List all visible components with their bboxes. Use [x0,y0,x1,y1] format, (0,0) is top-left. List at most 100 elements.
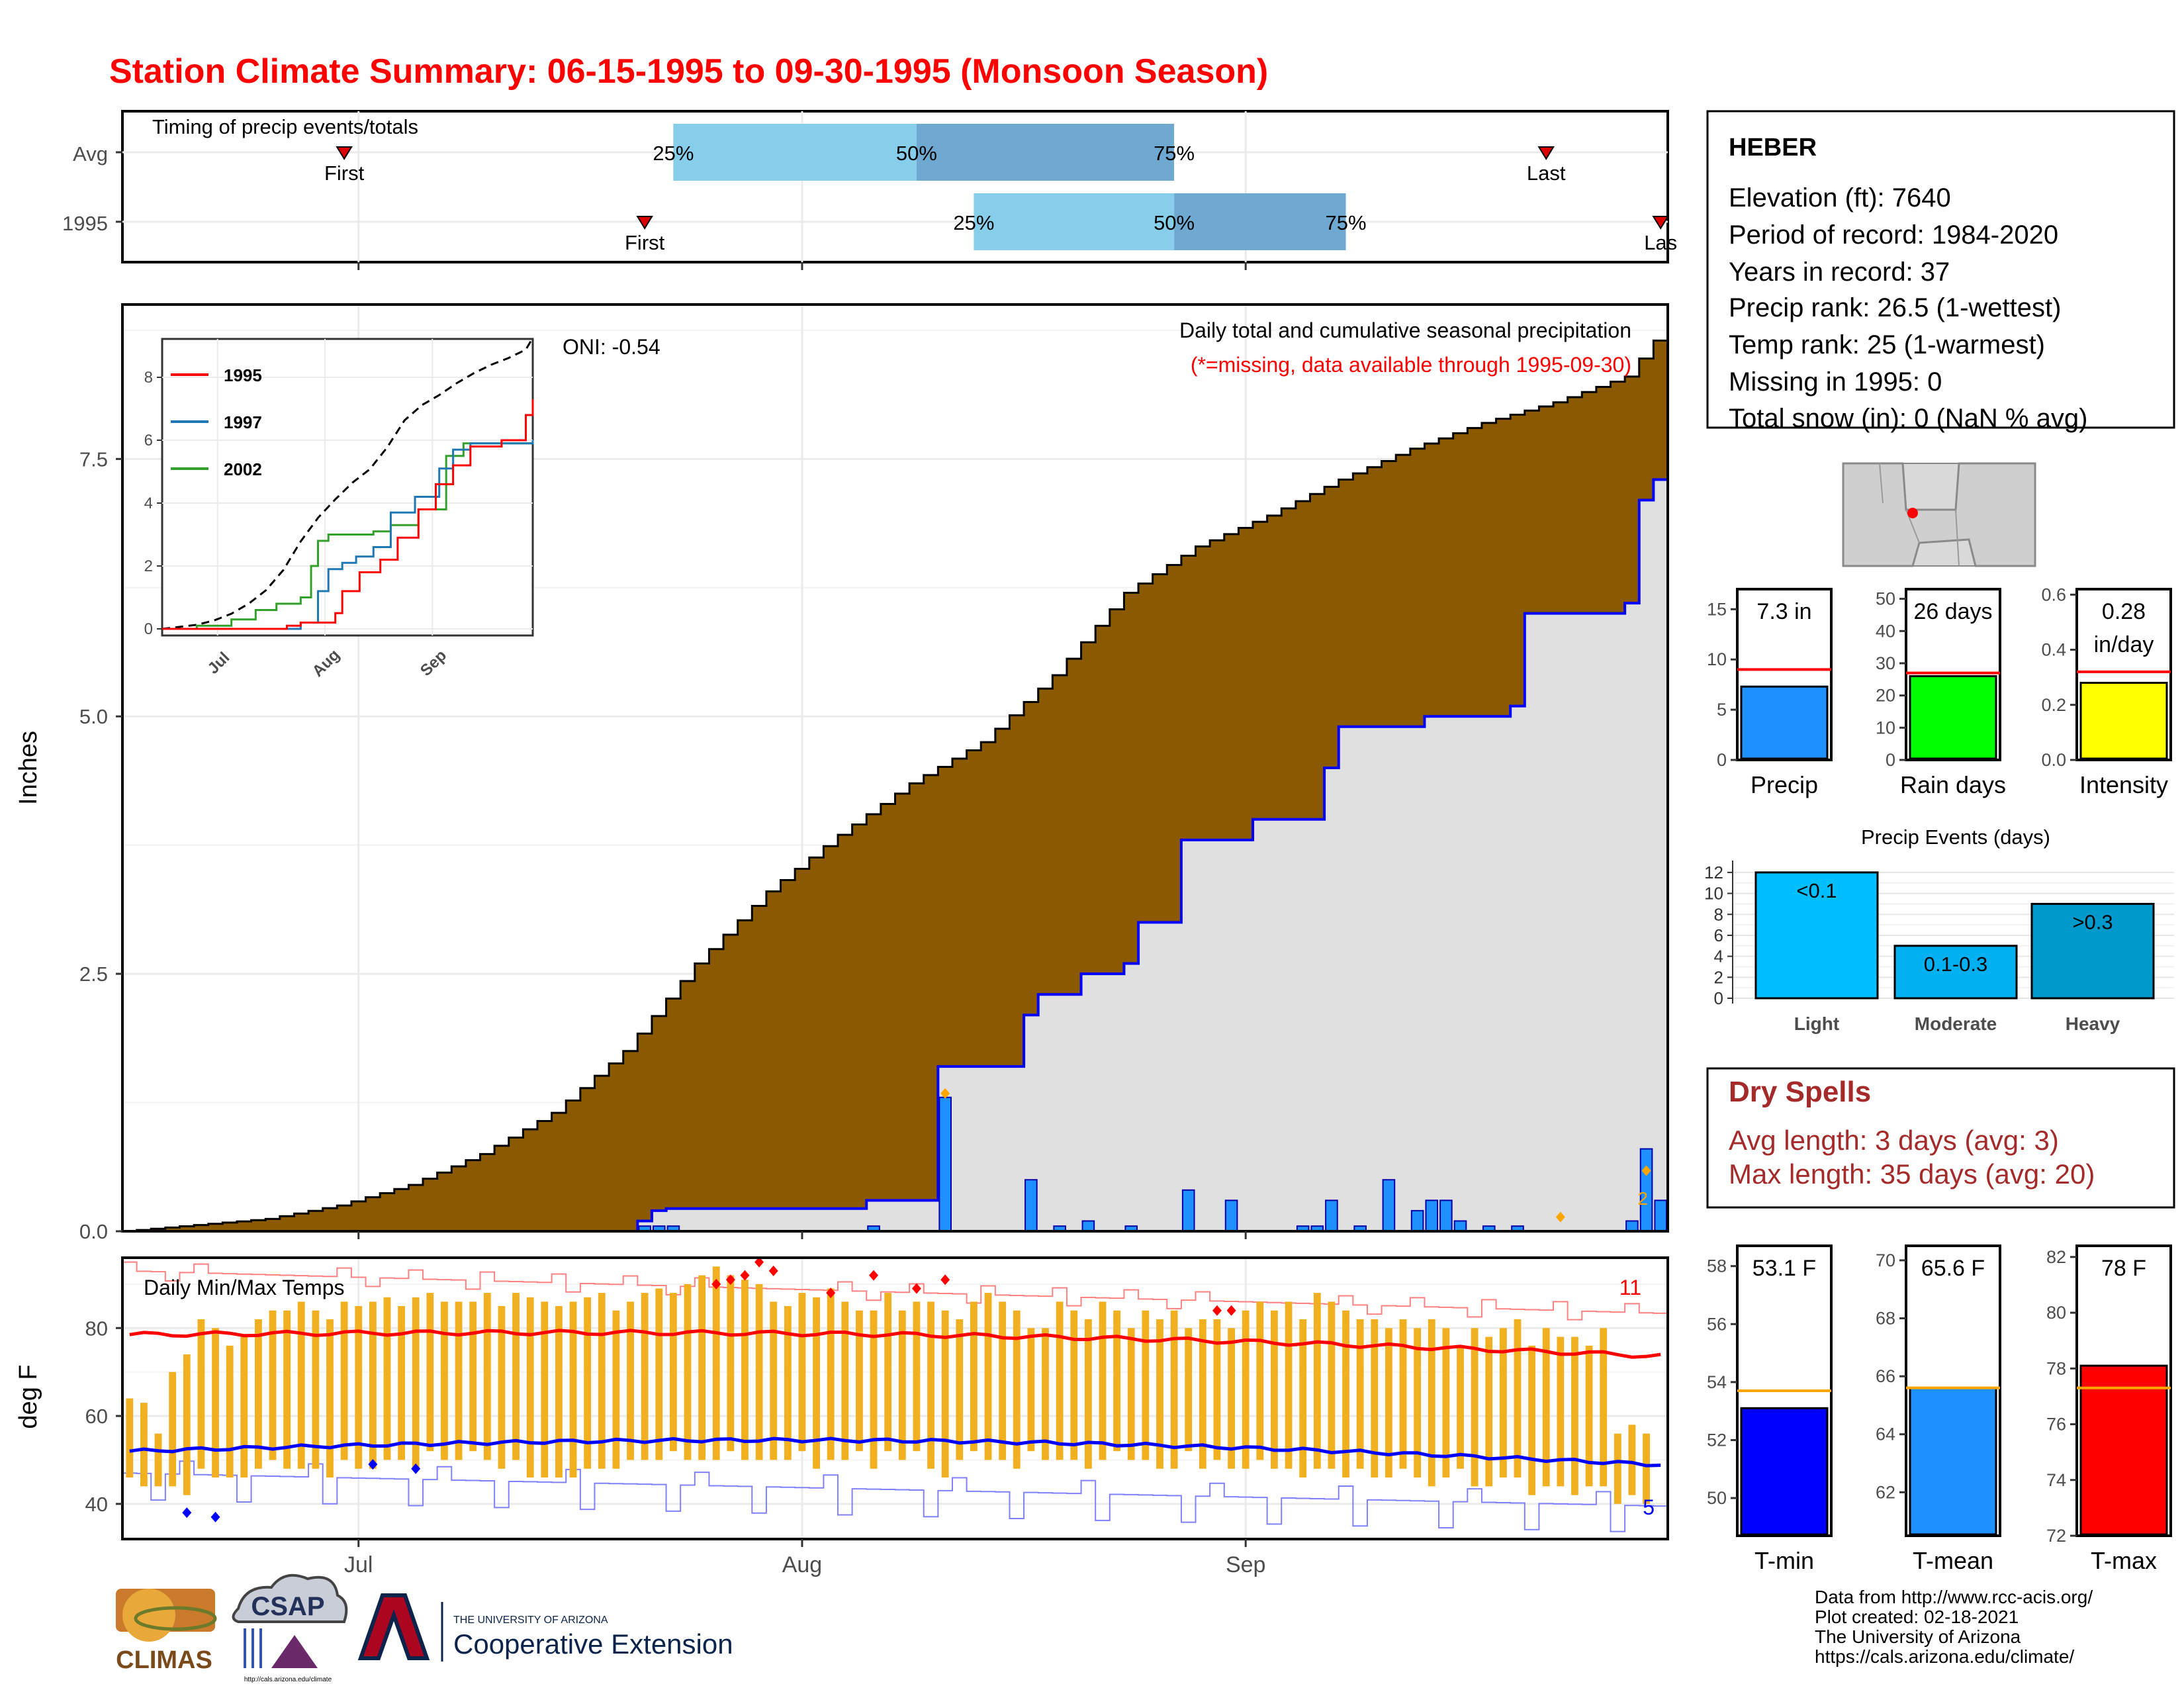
daily-precip-bar [1453,1220,1467,1233]
daily-temp-bar [1342,1310,1349,1478]
daily-precip-bar [1425,1199,1439,1233]
record-high-marker [1212,1305,1222,1316]
daily-temp-bar [455,1301,463,1460]
mini-bar-ytick: 70 [1876,1250,1895,1270]
temp-summary-bars: 50 52 54 56 58 53.1 F T-min 62 64 66 68 70 65.6 F T-m… [1707,1244,2172,1574]
mini-bar-chart: 0 5 10 15 7.3 in Precip [1707,588,1833,798]
mini-bar-chart: 0 10 20 30 40 50 26 days Rain days [1876,588,2006,798]
climas-logo: CLIMAS [116,1589,217,1674]
daily-temp-bar [483,1293,491,1460]
daily-precip-bar [1382,1179,1396,1232]
record-high-marker [911,1283,921,1294]
record-low-count: 5 [1643,1495,1655,1519]
mini-bar-ytick: 82 [2046,1247,2066,1267]
daily-temp-bar [1328,1301,1336,1469]
daily-temp-bar [770,1301,778,1460]
daily-temp-bar [856,1310,863,1452]
daily-temp-bar [1027,1328,1035,1452]
daily-temp-bar [183,1354,191,1495]
mini-bar-ytick: 66 [1876,1366,1895,1386]
daily-temp-bar [326,1319,334,1478]
daily-temp-bar [1614,1433,1621,1504]
record-high-marker [725,1274,735,1286]
mini-bar-label: T-mean [1913,1547,1993,1574]
missing-marker [1641,1165,1651,1176]
events-ytick: 2 [1714,967,1723,987]
mini-bar-value [2079,1364,2168,1536]
mini-bar-ytick: 76 [2046,1415,2066,1434]
footer-line-1: Data from http://www.rcc-acis.org/ [1815,1587,2093,1607]
mini-bar-ytick: 56 [1707,1314,1727,1334]
daily-temp-bar [1385,1328,1392,1478]
record-high-marker [740,1270,750,1281]
temp-ytick: 60 [85,1405,108,1428]
mini-bar-value-label2: in/day [2094,632,2154,657]
timing-panel: 25% 50% 75% First Last 25% 50% 75% First Las Timi… [62,110,1677,270]
daily-temp-bar [197,1319,205,1469]
daily-temp-bar [1356,1319,1364,1469]
daily-temp-bar [1256,1301,1264,1460]
station-precip-rank: Precip rank: 26.5 (1-wettest) [1729,293,2061,322]
mini-bar-ytick: 50 [1707,1488,1727,1508]
temp-panel: 40 60 80 deg F Daily Min/Max Temps 11 5 Ju… [15,1256,1669,1577]
mini-bar-value-label: 26 days [1913,599,1992,624]
dry-spells-max: Max length: 35 days (avg: 20) [1729,1158,2095,1190]
mini-bar-value [1740,685,1829,760]
mini-bar-ytick: 20 [1876,686,1895,706]
daily-temp-bar [1042,1328,1049,1460]
daily-temp-bar [1170,1310,1178,1469]
daily-temp-bar [498,1306,506,1469]
dry-spells-avg: Avg length: 3 days (avg: 3) [1729,1125,2059,1156]
daily-temp-bar [741,1280,749,1460]
mini-bar-ytick: 58 [1707,1256,1727,1276]
daily-temp-bar [541,1301,549,1478]
events-ytick: 0 [1714,988,1723,1008]
daily-temp-bar [1271,1310,1278,1469]
daily-temp-bar [1557,1336,1565,1487]
mini-bar-ytick: 0 [1886,750,1895,770]
mini-bar-value-label: 53.1 F [1752,1256,1816,1281]
daily-temp-bar [297,1301,305,1469]
daily-temp-bar [612,1310,620,1469]
mini-bar-ytick: 10 [1876,718,1895,737]
timing-bar-50-75 [1174,193,1346,250]
mini-bar-chart: 50 52 54 56 58 53.1 F T-min [1707,1244,1833,1574]
daily-temp-bar [1399,1319,1407,1469]
csap-logo-text: CSAP [251,1592,324,1621]
record-high-marker [1226,1305,1236,1316]
mini-bar-label: T-min [1754,1547,1814,1574]
daily-precip-bar [1081,1220,1095,1233]
daily-temp-bar [1514,1319,1522,1478]
daily-temp-bar [1414,1328,1422,1478]
daily-temp-bar [169,1372,177,1487]
daily-temp-bar [1013,1310,1021,1469]
inset-avg-line [161,337,534,630]
inset-ytick: 8 [144,369,153,387]
temp-ytick: 80 [85,1317,108,1340]
events-ytick: 4 [1714,947,1723,966]
daily-temp-bar [512,1293,520,1460]
events-bar-label: 0.1-0.3 [1924,953,1988,976]
timing-label-25: 25% [653,142,694,165]
mini-bar-chart: 72 74 76 78 80 82 78 F T-max [2046,1244,2172,1574]
climas-logo-text: CLIMAS [116,1646,212,1674]
precip-ytick: 0.0 [79,1220,108,1243]
events-bar-label: >0.3 [2072,910,2113,933]
timing-bar-25-50 [673,124,917,181]
record-high-marker [869,1270,879,1281]
daily-temp-bar [369,1301,377,1469]
daily-temp-bar [283,1310,291,1469]
station-info-box: HEBER Elevation (ft): 7640 Period of rec… [1706,110,2175,433]
daily-temp-bar [355,1306,363,1469]
precip-panel-title: Daily total and cumulative seasonal prec… [1179,318,1631,342]
daily-temp-bar [870,1310,878,1469]
daily-temp-bar [641,1293,649,1460]
mini-bar-ytick: 72 [2046,1526,2066,1546]
daily-temp-bar [970,1301,978,1452]
daily-temp-bar [1156,1319,1163,1469]
daily-temp-bar [1499,1328,1507,1478]
last-event-label: Las [1644,231,1677,254]
station-years: Years in record: 37 [1729,258,1950,287]
